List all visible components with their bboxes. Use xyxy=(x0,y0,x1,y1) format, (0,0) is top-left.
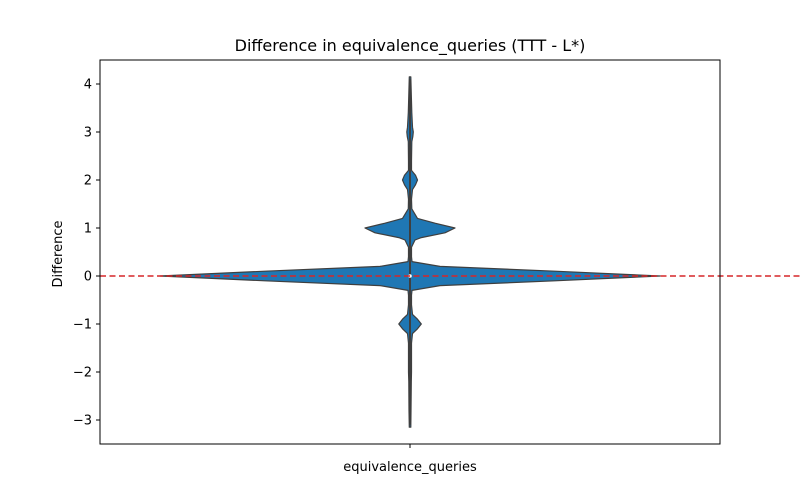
y-tick-label: 3 xyxy=(84,126,92,141)
y-axis-label: Difference xyxy=(51,220,66,287)
y-tick-label: 1 xyxy=(84,222,92,237)
y-tick-label: −1 xyxy=(73,318,92,333)
axes: −3 −2 −1 0 1 2 3 4 equivalence_queries xyxy=(73,59,721,475)
chart-title: Difference in equivalence_queries (TTT -… xyxy=(235,36,586,56)
x-tick-label: equivalence_queries xyxy=(343,460,477,475)
y-tick-label: 0 xyxy=(84,270,92,285)
plot-area xyxy=(100,76,800,428)
y-tick-label: −3 xyxy=(73,414,92,429)
y-tick-label: 2 xyxy=(84,174,92,189)
y-tick-label: 4 xyxy=(84,78,92,93)
y-tick-label: −2 xyxy=(73,366,92,381)
